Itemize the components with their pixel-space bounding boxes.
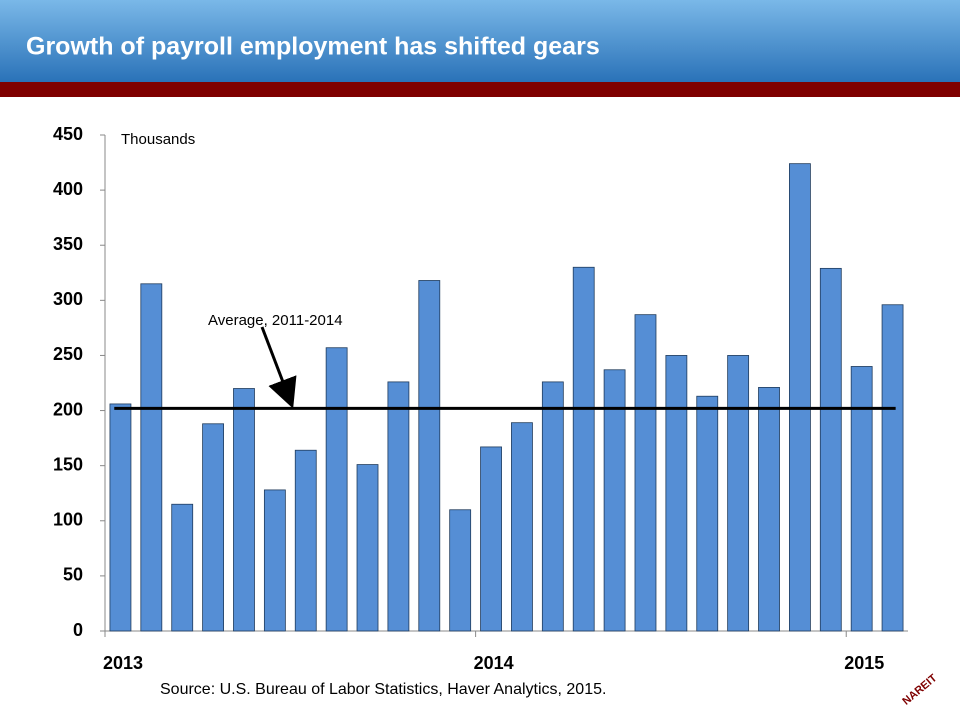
bar	[789, 163, 811, 632]
header-band	[0, 0, 960, 82]
y-tick-label: 0	[73, 620, 83, 640]
x-tick-label: 2014	[474, 653, 514, 673]
bar	[109, 403, 132, 632]
bar	[418, 280, 441, 632]
unit-label: Thousands	[121, 131, 195, 148]
bar	[850, 366, 873, 632]
chart-title: Growth of payroll employment has shifted…	[26, 33, 600, 61]
y-tick-label: 250	[53, 344, 83, 364]
y-tick-label: 50	[63, 565, 83, 585]
bar	[233, 388, 255, 632]
bar	[665, 355, 688, 632]
y-tick-label: 150	[53, 454, 83, 474]
bar	[356, 464, 379, 632]
bar	[171, 503, 194, 632]
y-tick-label: 100	[53, 510, 83, 530]
x-tick-label: 2015	[844, 653, 884, 673]
annotation-arrow	[260, 326, 297, 409]
bar	[263, 489, 286, 632]
y-tick-label: 450	[53, 124, 83, 144]
annotation: Average, 2011-2014	[208, 312, 343, 329]
y-tick-label: 300	[53, 289, 83, 309]
header-stripe	[0, 82, 960, 97]
source: Source: U.S. Bureau of Labor Statistics,…	[160, 681, 606, 698]
bar	[480, 446, 502, 632]
bar	[603, 369, 626, 632]
bar	[325, 347, 348, 632]
y-tick-label: 200	[53, 399, 83, 419]
bar	[294, 449, 317, 632]
bar	[819, 267, 842, 632]
bar	[634, 314, 657, 632]
bar	[202, 423, 224, 632]
bar	[881, 304, 904, 632]
logo: NAREIT	[900, 672, 939, 708]
x-tick-label: 2013	[103, 653, 143, 673]
bar	[541, 381, 564, 632]
y-tick-label: 350	[53, 234, 83, 254]
bar	[511, 422, 533, 632]
bar	[727, 355, 750, 632]
bar	[387, 381, 410, 632]
bar	[696, 395, 719, 632]
bar	[758, 387, 780, 632]
bar	[140, 283, 163, 632]
bar	[449, 509, 472, 632]
y-tick-label: 400	[53, 179, 83, 199]
bar	[572, 266, 595, 632]
